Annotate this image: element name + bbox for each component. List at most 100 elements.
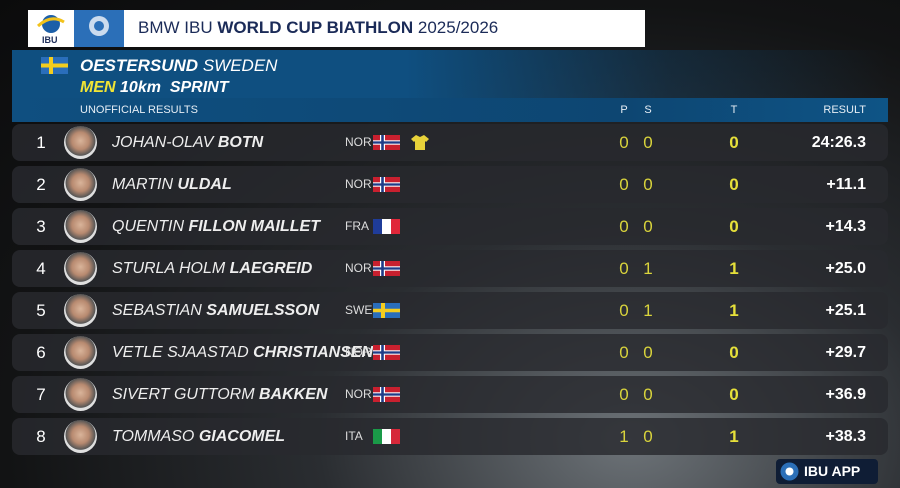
athlete-photo	[64, 252, 97, 285]
rank: 2	[36, 175, 46, 194]
result-row: 3 QUENTIN FILLON MAILLET FRA 0 0 0 +14.3	[12, 208, 888, 245]
first-name: MARTIN	[112, 176, 174, 193]
standing-misses: 1	[643, 301, 653, 320]
athlete-name: SEBASTIAN SAMUELSSON	[112, 292, 319, 329]
caption: UNOFFICIAL RESULTS	[80, 104, 198, 116]
result-row: 6 VETLE SJAASTAD CHRISTIANSEN NOR 0 0 0 +29.7	[12, 334, 888, 371]
logo-text: IBU	[42, 35, 58, 45]
flag	[373, 135, 400, 155]
athlete-photo	[64, 210, 97, 243]
result-row: 4 STURLA HOLM LAEGREID NOR 0 1 1 +25.0	[12, 250, 888, 287]
athlete-name: VETLE SJAASTAD CHRISTIANSEN	[112, 334, 373, 371]
header-season: 2025/2026	[417, 18, 499, 37]
result-row: 2 MARTIN ULDAL NOR 0 0 0 +11.1	[12, 166, 888, 203]
venue: OESTERSUND	[80, 56, 199, 75]
flag	[373, 261, 400, 281]
flag	[373, 429, 400, 449]
total-misses: 0	[729, 175, 739, 194]
standing-misses: 0	[643, 175, 653, 194]
header-title-text: WORLD CUP BIATHLON	[217, 18, 414, 37]
athlete-photo	[64, 126, 97, 159]
country: SWEDEN	[202, 56, 278, 75]
total-misses: 1	[729, 259, 739, 278]
last-name: BOTN	[217, 134, 264, 151]
rank: 7	[36, 385, 46, 404]
first-name: STURLA HOLM	[112, 260, 226, 277]
last-name: GIACOMEL	[198, 428, 286, 445]
result: +25.0	[825, 260, 866, 277]
discipline: SPRINT	[169, 79, 229, 96]
standing-misses: 0	[643, 427, 653, 446]
result: +36.9	[825, 386, 866, 403]
result: +11.1	[826, 176, 866, 193]
nation: ITA	[345, 429, 363, 443]
ibu-app-badge: IBU APP	[776, 459, 878, 484]
last-name: BAKKEN	[258, 386, 328, 403]
athlete-photo	[64, 336, 97, 369]
nation: FRA	[345, 219, 369, 233]
athlete-photo	[64, 294, 97, 327]
prone-misses: 0	[619, 301, 629, 320]
column-header: S	[644, 104, 652, 116]
result: +29.7	[825, 344, 866, 361]
athlete-name: MARTIN ULDAL	[112, 166, 232, 203]
total-misses: 0	[729, 385, 739, 404]
header-title: BMW IBU WORLD CUP BIATHLON 2025/2026	[138, 18, 498, 38]
first-name: TOMMASO	[112, 428, 195, 445]
sweden-flag	[41, 57, 68, 74]
yellow-jersey	[411, 133, 429, 156]
standing-misses: 0	[643, 217, 653, 236]
column-header: T	[730, 104, 738, 116]
result: +14.3	[825, 218, 866, 235]
last-name: LAEGREID	[229, 260, 313, 277]
prone-misses: 0	[619, 259, 629, 278]
result: 24:26.3	[811, 134, 866, 151]
gender: MEN	[80, 79, 116, 96]
flag	[373, 177, 400, 197]
event-band	[12, 50, 888, 98]
total-misses: 0	[729, 133, 739, 152]
last-name: CHRISTIANSEN	[253, 344, 374, 361]
prone-misses: 0	[619, 385, 629, 404]
standing-misses: 0	[643, 343, 653, 362]
nation: NOR	[345, 177, 372, 191]
venue-line: OESTERSUND SWEDEN	[80, 56, 277, 76]
flag-icon	[373, 345, 400, 360]
prone-misses: 0	[619, 133, 629, 152]
nation: NOR	[345, 135, 372, 149]
prone-misses: 1	[619, 427, 629, 446]
standing-misses: 1	[643, 259, 653, 278]
last-name: ULDAL	[177, 176, 232, 193]
venue-logo	[74, 10, 124, 47]
app-icon	[780, 462, 799, 481]
athlete-name: JOHAN-OLAV BOTN	[112, 124, 263, 161]
athlete-name: QUENTIN FILLON MAILLET	[112, 208, 320, 245]
first-name: SEBASTIAN	[112, 302, 202, 319]
result-row: 5 SEBASTIAN SAMUELSSON SWE 0 1 1 +25.1	[12, 292, 888, 329]
total-misses: 1	[729, 427, 739, 446]
nation: NOR	[345, 261, 372, 275]
last-name: SAMUELSSON	[206, 302, 320, 319]
nation: NOR	[345, 387, 372, 401]
flag-icon	[373, 261, 400, 276]
athlete-name: STURLA HOLM LAEGREID	[112, 250, 312, 287]
last-name: FILLON MAILLET	[188, 218, 320, 235]
first-name: JOHAN-OLAV	[112, 134, 214, 151]
title-bar	[28, 10, 645, 47]
result-row: 8 TOMMASO GIACOMEL ITA 1 0 1 +38.3	[12, 418, 888, 455]
result: +25.1	[825, 302, 866, 319]
rank: 1	[36, 133, 46, 152]
athlete-photo	[64, 378, 97, 411]
flag-icon	[373, 135, 400, 150]
athlete-photo	[64, 420, 97, 453]
column-header: P	[620, 104, 628, 116]
column-header: RESULT	[823, 104, 866, 116]
header-prefix: BMW IBU	[138, 18, 213, 37]
flag	[373, 219, 400, 239]
venue-logo-icon	[89, 16, 109, 36]
rank: 5	[36, 301, 46, 320]
rank: 4	[36, 259, 46, 278]
athlete-name: TOMMASO GIACOMEL	[112, 418, 285, 455]
flag-icon	[373, 219, 400, 234]
